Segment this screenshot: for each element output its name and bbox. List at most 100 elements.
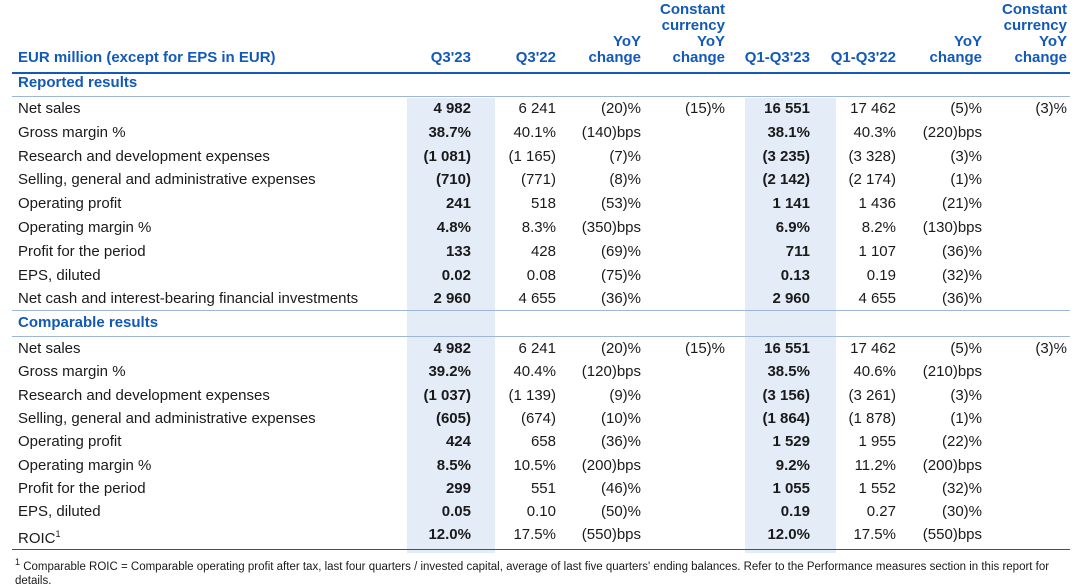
table-cell: 0.08 [526, 266, 556, 284]
table-cell: 428 [530, 242, 556, 260]
header-col-line: Q1-Q3'23 [744, 49, 810, 66]
header-col-1: Q3'23 [381, 50, 471, 66]
table-cell: 711 [785, 242, 810, 260]
row-label: Research and development expenses [18, 384, 270, 407]
table-row: EPS, diluted 0.02 0.08 (75)% 0.13 0.19 (32)% [12, 264, 1070, 287]
header-col-2: Q3'22 [466, 50, 556, 66]
table-cell: 8.3% [521, 219, 556, 236]
table-cell: 40.3% [853, 123, 896, 141]
table-cell: (5)% [950, 100, 982, 117]
header-col-line: change [1014, 49, 1067, 66]
row-label-text: Operating profit [18, 195, 122, 213]
table-cell: 1 552 [858, 479, 896, 497]
table-cell: 658 [530, 433, 556, 451]
footnote-text: Comparable ROIC = Comparable operating p… [15, 560, 1050, 587]
row-label-text: EPS, diluted [18, 503, 101, 521]
header-col-line: Q3'22 [515, 49, 556, 66]
table-cell: 9.2% [775, 456, 810, 474]
row-label: EPS, diluted [18, 264, 101, 287]
row-label: Selling, general and administrative expe… [18, 407, 316, 430]
table-cell: (5)% [950, 340, 982, 357]
row-label-text: Net sales [18, 100, 81, 117]
q3-23-column-highlight [407, 98, 495, 553]
section-title-reported: Reported results [18, 74, 138, 91]
table-row: Gross margin % 39.2% 40.4% (120)bps 38.5% 40.… [12, 360, 1070, 383]
table-cell: (8)% [609, 171, 641, 189]
row-label: Operating margin % [18, 454, 151, 477]
section-divider [12, 310, 1070, 311]
table-cell: 4.8% [436, 219, 471, 236]
table-row: Selling, general and administrative expe… [12, 407, 1070, 430]
table-cell: 6 241 [518, 100, 556, 117]
table-cell: (30)% [941, 503, 982, 521]
header-col-line: Q1-Q3'22 [830, 49, 896, 66]
row-label: Net sales [18, 337, 81, 360]
table-cell: (3)% [950, 386, 982, 404]
table-cell: 0.13 [780, 266, 810, 284]
header-col-line: Constant [660, 1, 725, 18]
row-label: EPS, diluted [18, 500, 101, 523]
table-row: Profit for the period 133 428 (69)% 711 1 107… [12, 240, 1070, 263]
table-cell: (53)% [600, 195, 641, 213]
footnote: 1 Comparable ROIC = Comparable operating… [15, 555, 1065, 588]
table-cell: 299 [445, 479, 471, 497]
table-cell: 6.9% [775, 219, 810, 236]
header-col-3: YoY change [551, 34, 641, 66]
table-cell: (10)% [600, 409, 641, 427]
table-cell: 518 [530, 195, 556, 213]
table-cell: 2 960 [433, 290, 471, 308]
row-label-text: Gross margin % [18, 363, 126, 381]
table-cell: (3)% [950, 147, 982, 165]
row-label: Net cash and interest-bearing financial … [18, 287, 358, 310]
row-label-text: Net cash and interest-bearing financial … [18, 290, 359, 308]
table-cell: 424 [445, 433, 471, 451]
table-cell: (1 037) [423, 386, 471, 404]
table-row: Gross margin % 38.7% 40.1% (140)bps 38.1% 40.… [12, 121, 1070, 144]
table-cell: 16 551 [764, 100, 810, 117]
table-cell: (21)% [941, 195, 982, 213]
table-cell: 0.05 [441, 503, 471, 521]
table-cell: (22)% [941, 433, 982, 451]
row-label: Operating margin % [18, 216, 151, 239]
reported-divider [12, 96, 1070, 97]
header-divider [12, 72, 1070, 74]
row-label-text: Selling, general and administrative expe… [18, 171, 316, 189]
table-cell: (36)% [941, 242, 982, 260]
header-col-line: change [588, 49, 641, 66]
header-col-line: YoY [1038, 33, 1067, 50]
table-cell: 0.10 [526, 503, 556, 521]
table-cell: (2 142) [762, 171, 810, 189]
table-row: Net sales 4 982 6 241 (20)% (15)% 16 551 17 46… [12, 97, 1070, 120]
row-label-text: Research and development expenses [18, 386, 270, 404]
table-cell: 133 [445, 242, 471, 260]
table-bottom-rule [12, 549, 1070, 550]
table-cell: (3 156) [762, 386, 810, 404]
table-cell: (32)% [941, 479, 982, 497]
row-label-text: Profit for the period [18, 242, 146, 260]
header-col-line: YoY [696, 33, 725, 50]
row-label: Operating profit [18, 430, 121, 453]
header-col-4: Constant currency YoY change [635, 2, 725, 66]
table-row: Net sales 4 982 6 241 (20)% (15)% 16 551 17 46… [12, 337, 1070, 360]
table-cell: 1 107 [858, 242, 896, 260]
table-cell: 17 462 [850, 100, 896, 117]
table-cell: 0.19 [866, 266, 896, 284]
header-unit-label: EUR million (except for EPS in EUR) [18, 49, 276, 66]
table-cell: (20)% [600, 100, 641, 117]
comparable-divider [12, 336, 1070, 337]
table-cell: 38.5% [767, 363, 810, 381]
table-cell: (3)% [1035, 340, 1067, 357]
table-cell: 12.0% [767, 526, 810, 544]
table-cell: (3 328) [848, 147, 896, 165]
table-cell: 17 462 [850, 340, 896, 357]
header-col-line: Q3'23 [430, 49, 471, 66]
table-cell: 1 141 [772, 195, 810, 213]
table-cell: 8.2% [861, 219, 896, 236]
table-row: Selling, general and administrative expe… [12, 168, 1070, 191]
row-label-text: ROIC [18, 530, 56, 548]
table-row: Net cash and interest-bearing financial … [12, 287, 1070, 310]
header-col-5: Q1-Q3'23 [720, 50, 810, 66]
table-cell: (69)% [600, 242, 641, 260]
table-cell: 40.6% [853, 363, 896, 381]
table-cell: 1 955 [858, 433, 896, 451]
